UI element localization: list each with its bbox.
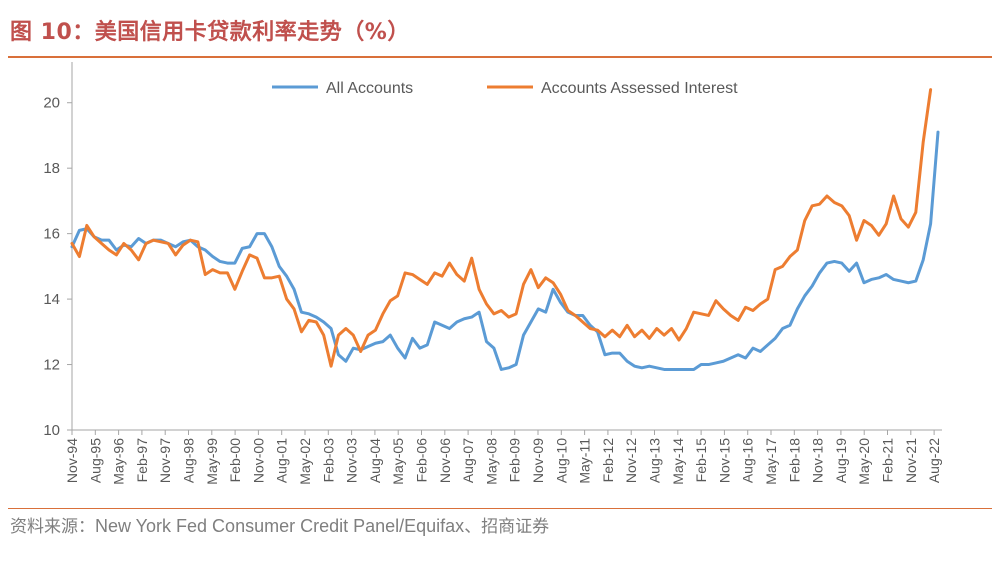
x-tick-label: Aug-10 bbox=[553, 438, 569, 483]
y-tick-label: 16 bbox=[43, 226, 60, 243]
x-tick-label: Nov-97 bbox=[157, 438, 173, 483]
x-tick-label: Nov-03 bbox=[344, 438, 360, 483]
x-tick-label: Nov-06 bbox=[437, 438, 453, 483]
x-tick-label: Feb-06 bbox=[414, 438, 430, 483]
y-tick-label: 10 bbox=[43, 422, 60, 439]
title-divider bbox=[8, 56, 992, 58]
y-tick-label: 20 bbox=[43, 95, 60, 112]
x-tick-label: Aug-22 bbox=[926, 438, 942, 483]
x-tick-label: Aug-13 bbox=[647, 438, 663, 483]
chart-legend: All Accounts Accounts Assessed Interest bbox=[272, 80, 738, 97]
x-tick-label: May-99 bbox=[204, 438, 220, 485]
x-tick-label: Feb-03 bbox=[320, 438, 336, 483]
x-tick-label: Aug-19 bbox=[833, 438, 849, 483]
x-tick-label: May-17 bbox=[763, 438, 779, 485]
x-tick-label: Nov-21 bbox=[903, 438, 919, 483]
x-tick-label: Feb-21 bbox=[880, 438, 896, 483]
x-tick-label: Nov-94 bbox=[64, 438, 80, 483]
x-tick-label: Nov-15 bbox=[716, 438, 732, 483]
source-text: New York Fed Consumer Credit Panel/Equif… bbox=[95, 516, 465, 536]
x-tick-label: Feb-00 bbox=[227, 438, 243, 483]
chart-area: 10 12 14 16 18 20 Nov-94 Aug-95 May-96 Feb-97 Nov-… bbox=[0, 60, 1000, 500]
chart-axes: 10 12 14 16 18 20 Nov-94 Aug-95 May-96 Feb-97 Nov-… bbox=[43, 62, 942, 485]
x-tick-label: Nov-00 bbox=[250, 438, 266, 483]
x-tick-label: May-05 bbox=[390, 438, 406, 485]
x-tick-label: Feb-97 bbox=[134, 438, 150, 483]
y-tick-label: 18 bbox=[43, 160, 60, 177]
chart-series-layer bbox=[70, 88, 940, 371]
source-label: 资料来源： bbox=[10, 517, 95, 537]
y-tick-label: 12 bbox=[43, 357, 60, 374]
x-tick-label: Nov-09 bbox=[530, 438, 546, 483]
x-tick-label: Feb-09 bbox=[507, 438, 523, 483]
x-tick-label: May-20 bbox=[856, 438, 872, 485]
x-tick-label: Nov-18 bbox=[810, 438, 826, 483]
x-tick-label: Feb-15 bbox=[693, 438, 709, 483]
x-tick-label: Aug-01 bbox=[274, 438, 290, 483]
x-tick-label: May-96 bbox=[111, 438, 127, 485]
legend-all-accounts-label: All Accounts bbox=[326, 80, 413, 97]
source-note: 资料来源：New York Fed Consumer Credit Panel/… bbox=[10, 512, 549, 537]
x-tick-label: May-11 bbox=[577, 438, 593, 484]
source-suffix: 、招商证券 bbox=[464, 517, 550, 537]
x-tick-label: May-02 bbox=[297, 438, 313, 485]
figure-title: 图 10：美国信用卡贷款利率走势（%） bbox=[10, 20, 410, 45]
x-tick-label: Aug-95 bbox=[87, 438, 103, 483]
x-tick-label: Aug-98 bbox=[181, 438, 197, 483]
series-line-all-accounts bbox=[70, 130, 940, 371]
x-tick-label: Feb-12 bbox=[600, 438, 616, 483]
x-tick-label: May-14 bbox=[670, 438, 686, 485]
x-tick-label: Aug-07 bbox=[460, 438, 476, 483]
report-header: 图 10：美国信用卡贷款利率走势（%） bbox=[0, 0, 1000, 58]
y-tick-label: 14 bbox=[43, 291, 60, 308]
line-chart: 10 12 14 16 18 20 Nov-94 Aug-95 May-96 Feb-97 Nov-… bbox=[43, 62, 942, 485]
x-tick-label: Aug-04 bbox=[367, 438, 383, 483]
footer-divider bbox=[8, 508, 992, 509]
x-tick-label: Aug-16 bbox=[740, 438, 756, 483]
x-tick-label: May-08 bbox=[483, 438, 499, 485]
x-tick-label: Feb-18 bbox=[786, 438, 802, 483]
series-line-accounts-assessed-interest bbox=[70, 88, 933, 368]
legend-accounts-assessed-interest-label: Accounts Assessed Interest bbox=[541, 80, 738, 97]
x-tick-label: Nov-12 bbox=[623, 438, 639, 483]
